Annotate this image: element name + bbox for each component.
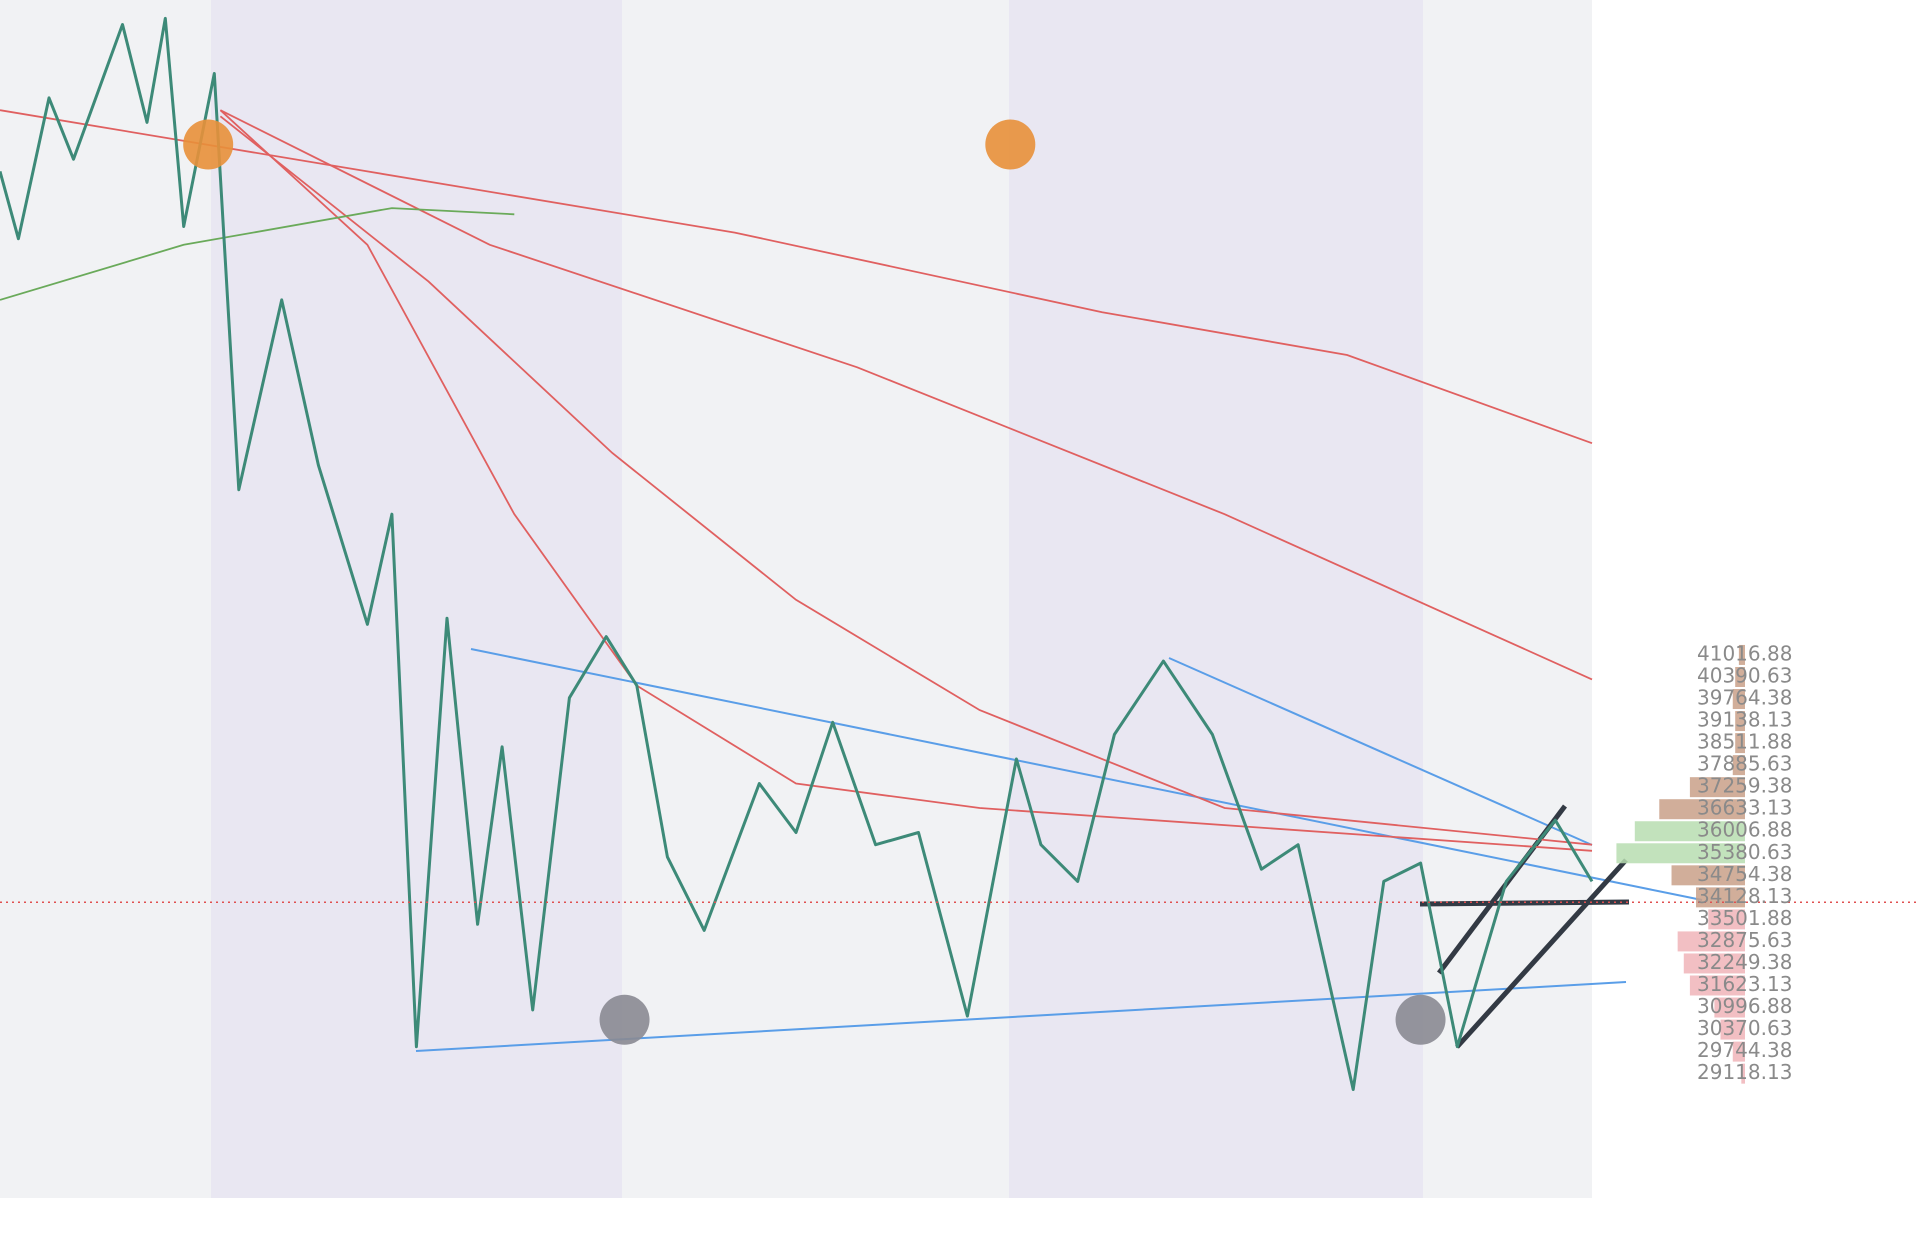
profile-level-label: 32875.63	[1697, 928, 1792, 952]
profile-level-label: 41016.88	[1697, 641, 1792, 665]
trend-line	[1168, 657, 1593, 846]
profile-level-label: 32249.38	[1697, 950, 1792, 974]
profile-bar	[1689, 777, 1745, 798]
event-marker	[183, 119, 234, 170]
profile-bar	[1689, 975, 1745, 996]
profile-level-label: 30370.63	[1697, 1016, 1792, 1040]
profile-bar	[1634, 821, 1745, 842]
profile-bar	[1738, 644, 1745, 665]
price-line	[0, 16, 1594, 1091]
profile-bar	[1708, 909, 1745, 930]
profile-bar	[1659, 799, 1745, 820]
series-line	[219, 115, 1593, 846]
profile-level-label: 39764.38	[1697, 686, 1792, 710]
profile-bar	[1735, 733, 1745, 754]
profile-level-label: 34128.13	[1697, 884, 1792, 908]
channel-line	[1419, 899, 1630, 907]
profile-bar	[1720, 1019, 1745, 1040]
profile-level-label: 29744.38	[1697, 1038, 1792, 1062]
event-marker	[985, 119, 1036, 170]
profile-level-label: 36633.13	[1697, 796, 1792, 820]
trend-line	[470, 648, 1703, 901]
profile-level-label: 35380.63	[1697, 840, 1792, 864]
profile-bar	[1696, 887, 1745, 908]
profile-bar	[1677, 931, 1745, 952]
profile-bar	[1732, 689, 1745, 710]
series-line	[0, 207, 515, 301]
profile-bar	[1683, 953, 1745, 974]
profile-level-label: 40390.63	[1697, 663, 1792, 687]
event-marker	[1395, 994, 1446, 1045]
channel-line	[1455, 858, 1628, 1049]
profile-bar	[1732, 1041, 1745, 1062]
profile-bar	[1735, 711, 1745, 732]
profile-level-label: 37885.63	[1697, 752, 1792, 776]
event-marker	[599, 994, 650, 1045]
profile-level-label: 38511.88	[1697, 730, 1792, 754]
profile-level-label: 37259.38	[1697, 774, 1792, 798]
series-line	[0, 109, 1593, 445]
profile-level-label: 34754.38	[1697, 862, 1792, 886]
profile-level-label: 30996.88	[1697, 994, 1792, 1018]
profile-level-label: 33501.88	[1697, 906, 1792, 930]
profile-bar	[1616, 843, 1745, 864]
profile-level-label: 29118.13	[1697, 1060, 1792, 1084]
session-band	[211, 0, 622, 1198]
profile-bar	[1714, 997, 1745, 1018]
profile-level-label: 31623.13	[1697, 972, 1792, 996]
profile-bar	[1732, 755, 1745, 776]
profile-bar	[1741, 1063, 1745, 1084]
session-band	[1009, 0, 1423, 1198]
profile-bar	[1671, 865, 1745, 886]
profile-bar	[1735, 666, 1745, 687]
profile-level-label: 39138.13	[1697, 708, 1792, 732]
data-layer: 41016.8840390.6339764.3839138.1338511.88…	[0, 16, 1920, 1091]
profile-level-label: 36006.88	[1697, 818, 1792, 842]
series-line	[219, 109, 1593, 681]
